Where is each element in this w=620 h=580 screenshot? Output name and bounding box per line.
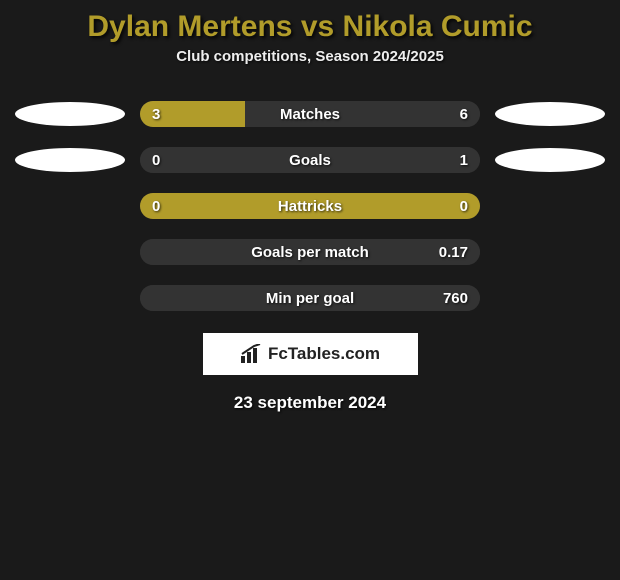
stat-bar: 0Goals1	[140, 147, 480, 173]
stat-bar: 0Hattricks0	[140, 193, 480, 219]
bar-value-right: 6	[460, 101, 468, 127]
bar-label: Goals	[140, 147, 480, 173]
stat-bar: Goals per match0.17	[140, 239, 480, 265]
bar-label: Min per goal	[140, 285, 480, 311]
bar-value-right: 0	[460, 193, 468, 219]
stat-row: Goals per match0.17	[0, 229, 620, 275]
stat-row: Min per goal760	[0, 275, 620, 321]
date-text: 23 september 2024	[0, 393, 620, 413]
bar-label: Goals per match	[140, 239, 480, 265]
title-player1: Dylan Mertens	[87, 10, 292, 43]
right-side-cell	[480, 148, 620, 172]
bar-value-right: 0.17	[439, 239, 468, 265]
player-ellipse-right	[495, 102, 605, 126]
player-ellipse-left	[15, 102, 125, 126]
bar-label: Hattricks	[140, 193, 480, 219]
stat-bar: 3Matches6	[140, 101, 480, 127]
chart-icon	[240, 344, 262, 364]
player-ellipse-right	[495, 148, 605, 172]
page-subtitle: Club competitions, Season 2024/2025	[0, 48, 620, 65]
stat-row: 0Hattricks0	[0, 183, 620, 229]
bar-label: Matches	[140, 101, 480, 127]
player-ellipse-left	[15, 148, 125, 172]
title-player2: Nikola Cumic	[343, 10, 533, 43]
left-side-cell	[0, 148, 140, 172]
stat-bar: Min per goal760	[140, 285, 480, 311]
bar-value-right: 1	[460, 147, 468, 173]
logo-text: FcTables.com	[268, 344, 380, 364]
stat-row: 3Matches6	[0, 91, 620, 137]
stat-row: 0Goals1	[0, 137, 620, 183]
site-logo: FcTables.com	[203, 333, 418, 375]
title-vs: vs	[301, 10, 334, 43]
right-side-cell	[480, 102, 620, 126]
bar-value-right: 760	[443, 285, 468, 311]
left-side-cell	[0, 102, 140, 126]
page-title: Dylan Mertens vs Nikola Cumic	[0, 0, 620, 48]
